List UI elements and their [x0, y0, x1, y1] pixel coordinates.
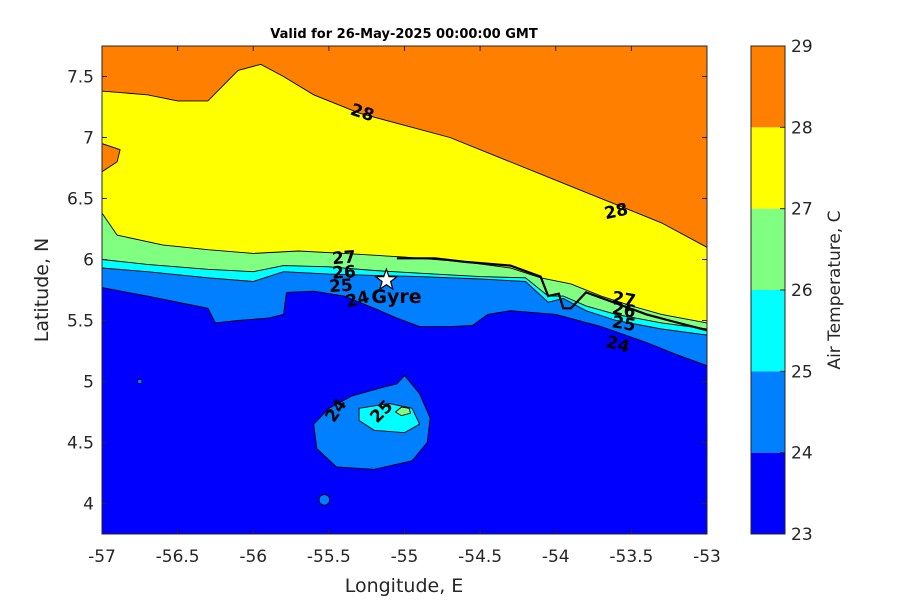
marker-label: Gyre — [371, 286, 421, 308]
contour-line-28 — [102, 143, 121, 173]
star-icon — [374, 267, 399, 291]
contour-line-24 — [102, 287, 707, 367]
x-tick-label: -57 — [88, 547, 116, 567]
colorbar-label: Air Temperature, C — [825, 210, 845, 369]
x-tick-label: -54.5 — [458, 547, 502, 567]
y-tick-label: 7 — [83, 129, 94, 149]
contour-line-25 — [358, 403, 421, 434]
coastline — [396, 257, 707, 332]
x-tick-label: -56 — [239, 547, 267, 567]
colorbar-segment — [751, 127, 785, 209]
coastline-line — [396, 257, 707, 332]
plot-area — [102, 46, 707, 534]
contour-line-26 — [394, 406, 412, 417]
colorbar-segment — [751, 46, 785, 128]
band-28 — [102, 46, 707, 248]
colorbar-segment — [751, 290, 785, 372]
colorbar-tick-label: 28 — [791, 118, 813, 138]
y-tick-label: 6 — [83, 251, 94, 271]
gyre-marker: Gyre — [371, 267, 422, 308]
y-tick-label: 6.5 — [67, 190, 94, 210]
small-feature-24 — [137, 378, 143, 385]
contour-line-24 — [313, 374, 431, 470]
y-axis-ticks: 4 4.5 5 5.5 6 6.5 7 7.5 — [67, 68, 707, 515]
x-axis-label: Longitude, E — [345, 575, 464, 597]
contour-line-25 — [102, 267, 707, 336]
y-tick-label: 4.5 — [67, 434, 94, 454]
colorbar-tick-label: 29 — [791, 37, 813, 57]
contour-label-25: 25 — [328, 276, 353, 298]
colorbar-segment — [751, 452, 785, 534]
contour-line-27 — [102, 212, 707, 324]
colorbar-tick-label: 24 — [791, 444, 813, 464]
x-tick-label: -56.5 — [156, 547, 200, 567]
x-tick-label: -54 — [542, 547, 570, 567]
contour-label-27: 27 — [610, 288, 637, 312]
small-feature-24 — [318, 494, 331, 506]
band-28-bulge — [102, 143, 121, 172]
contour-label-25: 25 — [610, 312, 637, 336]
colorbar-segment — [751, 371, 785, 453]
x-tick-label: -55.5 — [307, 547, 351, 567]
colorbar-tick-label: 26 — [791, 281, 813, 301]
chart-title: Valid for 26-May-2025 00:00:00 GMT — [270, 27, 538, 42]
x-tick-label: -53 — [693, 547, 721, 567]
contour-line-28 — [102, 63, 707, 248]
x-axis-ticks: -57 -56.5 -56 -55.5 -55 -54.5 -54 -53.5 -53 — [88, 46, 721, 567]
contour-lines — [102, 63, 707, 470]
x-tick-label: -55 — [391, 547, 419, 567]
colorbar-tick-label: 27 — [791, 200, 813, 220]
y-tick-label: 5.5 — [67, 312, 94, 332]
contour-label-28: 28 — [603, 200, 630, 224]
colorbar-tick-label: 25 — [791, 362, 813, 382]
filled-contour-bands — [102, 46, 707, 534]
contour-label-26: 26 — [331, 262, 356, 284]
colorbar: 23 24 25 26 27 28 29 — [750, 37, 813, 545]
colorbar-tick-label: 23 — [791, 525, 813, 545]
y-tick-label: 7.5 — [67, 68, 94, 88]
y-axis-label: Latitude, N — [31, 238, 53, 343]
contour-label-26: 26 — [610, 299, 637, 323]
contour-line-26 — [102, 259, 707, 330]
colorbar-segment — [751, 208, 785, 290]
y-tick-label: 5 — [83, 373, 94, 393]
y-tick-label: 4 — [83, 495, 94, 515]
x-tick-label: -53.5 — [609, 547, 653, 567]
contour-label-27: 27 — [331, 247, 356, 269]
